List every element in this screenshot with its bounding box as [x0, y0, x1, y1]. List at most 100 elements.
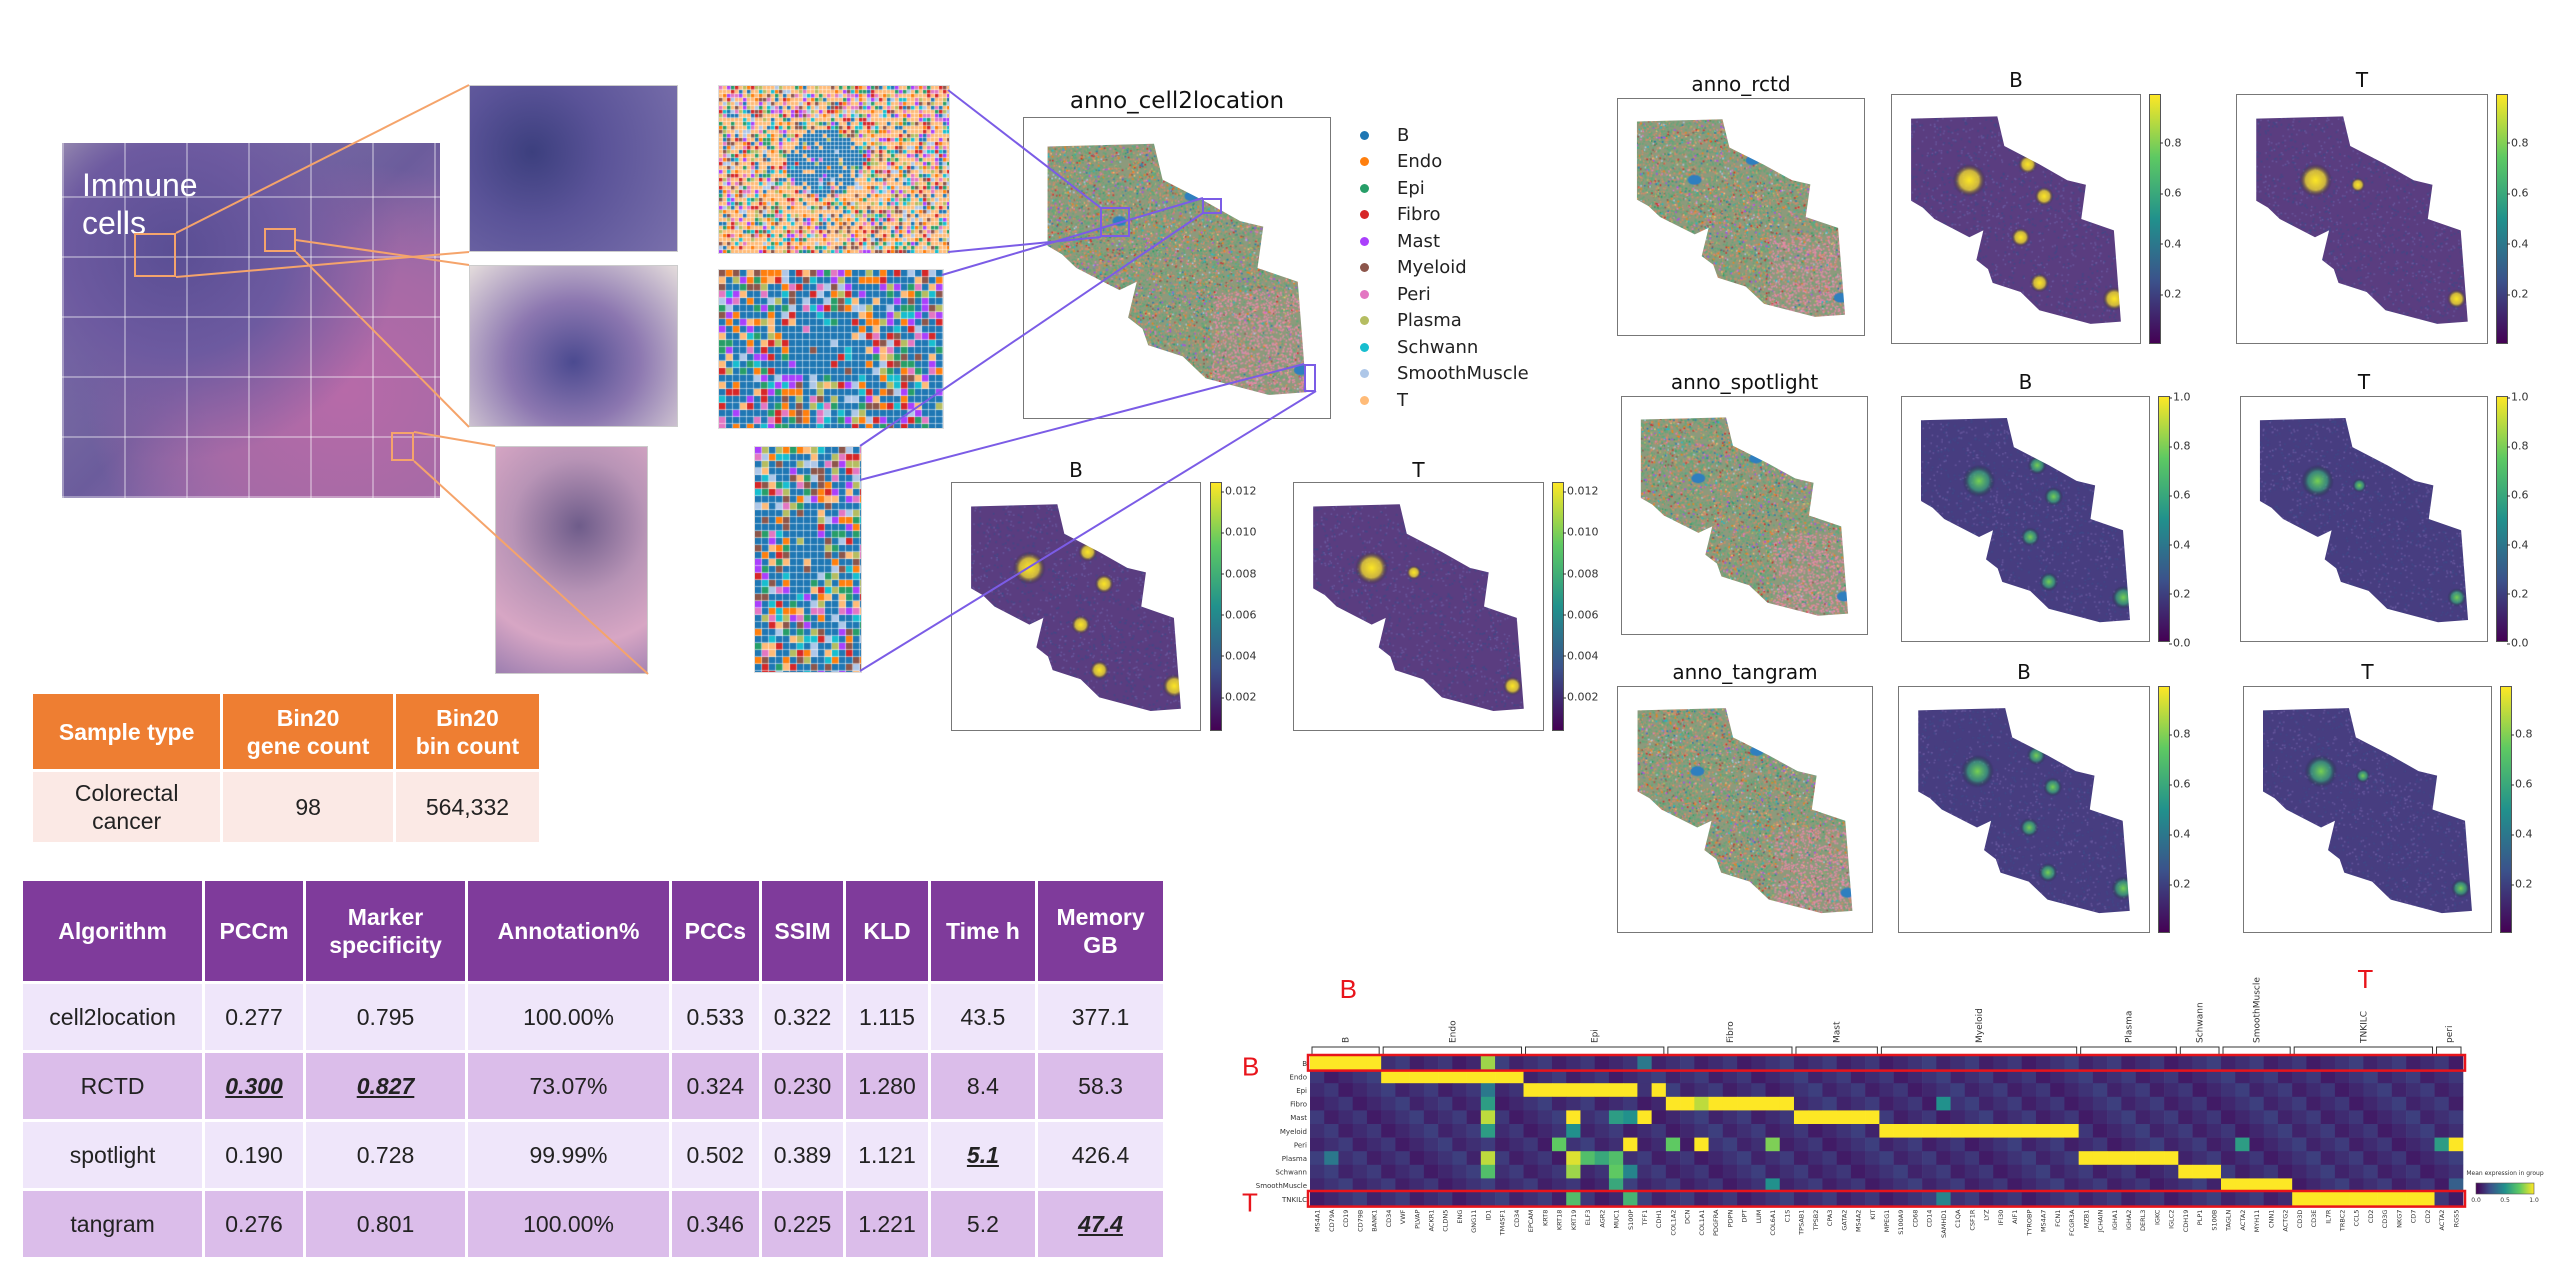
heatmap-cell [2448, 1069, 2464, 1084]
heatmap-cell [2391, 1164, 2407, 1179]
heatmap-cell [1822, 1192, 1837, 1206]
heatmap-cell [1509, 1083, 1524, 1098]
heatmap-cell [1466, 1056, 1482, 1070]
heatmap-cell [1779, 1110, 1795, 1125]
gene-label: S100A9 [1897, 1210, 1905, 1235]
heatmap-cell [1608, 1083, 1624, 1098]
heatmap-cell [2035, 1110, 2051, 1125]
heatmap-cell [2149, 1192, 2165, 1206]
heatmap-cell [1495, 1069, 1510, 1084]
heatmap-cell [1865, 1178, 1880, 1193]
heatmap-cell [2107, 1110, 2122, 1125]
heatmap-cell [1338, 1083, 1354, 1098]
heatmap-cell [1694, 1192, 1709, 1206]
heatmap-cell [2135, 1124, 2151, 1138]
heatmap-cell [1808, 1164, 1823, 1179]
heatmap-cell [2391, 1056, 2407, 1070]
heatmap-cell [2334, 1178, 2350, 1193]
column-header: Memory GB [1038, 881, 1163, 981]
heatmap-cell [1623, 1096, 1638, 1111]
heatmap-cell [2249, 1178, 2265, 1193]
heatmap-cell [1836, 1164, 1852, 1179]
heatmap-cell [1409, 1110, 1425, 1125]
heatmap-cell [2334, 1069, 2350, 1084]
gene-label: JCHAIN [2097, 1209, 2105, 1233]
heatmap-cell [2235, 1096, 2250, 1111]
gene-label: KRT19 [1570, 1210, 1578, 1231]
gene-label: IL7R [2324, 1209, 2332, 1224]
heatmap-cell [1737, 1069, 1752, 1084]
heatmap-cell [2349, 1164, 2364, 1179]
legend-label: Endo [1397, 151, 1443, 172]
heatmap-cell [2420, 1083, 2435, 1098]
heatmap-cell [1366, 1192, 1382, 1206]
colorbar: 0.2 0.4 0.6 0.8 [2500, 686, 2533, 933]
heatmap-cell [2292, 1124, 2307, 1138]
heatmap-cell [1993, 1178, 2008, 1193]
gene-label: ACTA2 [2438, 1210, 2446, 1231]
heatmap-cell [1808, 1137, 1823, 1152]
heatmap-cell [2149, 1096, 2165, 1111]
heatmap-cell [2035, 1192, 2051, 1206]
heatmap-cell [2306, 1137, 2321, 1152]
row-label: Endo [1289, 1073, 1307, 1081]
heatmap-cell [2050, 1137, 2065, 1152]
heatmap-cell [1480, 1110, 1496, 1125]
heatmap-cell [2149, 1137, 2165, 1152]
heatmap-cell [1737, 1096, 1752, 1111]
heatmap-cell [1651, 1192, 1667, 1206]
heatmap-cell [1623, 1137, 1638, 1152]
gene-label: PLP1 [2196, 1210, 2204, 1226]
spot-mosaic-3 [754, 446, 862, 673]
heatmap-cell [1537, 1096, 1553, 1111]
heatmap-cell [1551, 1083, 1567, 1098]
heatmap-cell [1751, 1178, 1766, 1193]
panel-title: T [2357, 370, 2371, 394]
heatmap-cell [1608, 1124, 1624, 1138]
heatmap-cell [1979, 1124, 1994, 1138]
heatmap-cell [1423, 1069, 1439, 1084]
gene-label: KRT18 [1556, 1210, 1564, 1231]
heatmap-cell [1409, 1124, 1425, 1138]
heatmap-cell [1979, 1056, 1994, 1070]
heatmap-cell [1310, 1056, 1325, 1070]
gene-label: DCN [1684, 1209, 1692, 1224]
heatmap-cell [2035, 1069, 2051, 1084]
heatmap-cell [1879, 1178, 1894, 1193]
legend-swatch [1360, 342, 1369, 352]
heatmap-cell [2007, 1192, 2023, 1206]
heatmap-cell [1737, 1056, 1752, 1070]
heatmap-cell [2021, 1083, 2037, 1098]
heatmap-cell [2164, 1164, 2179, 1179]
table-cell: 0.324 [671, 1053, 759, 1119]
gene-label: C1QA [1954, 1209, 1962, 1228]
heatmap-cell [1409, 1192, 1425, 1206]
colorbar-tick: 0.6 [2169, 488, 2191, 502]
highlight-label: B [1242, 1052, 1259, 1082]
heatmap-cell [2107, 1192, 2122, 1206]
heatmap-cell [1366, 1083, 1382, 1098]
panel-title: B [2018, 370, 2033, 394]
group-bracket [2293, 1046, 2434, 1054]
heatmap-cell [1537, 1151, 1553, 1166]
legend-item: SmoothMuscle [1360, 361, 1529, 387]
table-cell: 8.4 [930, 1053, 1036, 1119]
heatmap-cell [2377, 1083, 2393, 1098]
heatmap-cell [2064, 1069, 2079, 1084]
heatmap-cell [1822, 1069, 1837, 1084]
heatmap-cell [1694, 1124, 1709, 1138]
heatmap-cell [1537, 1164, 1553, 1179]
heatmap-cell [2249, 1056, 2265, 1070]
heatmap-cell [1993, 1124, 2008, 1138]
heatmap-cell [1537, 1124, 1553, 1138]
heatmap-cell [1680, 1151, 1695, 1166]
heatmap-cell [1594, 1124, 1610, 1138]
heatmap-cell [1907, 1056, 1923, 1070]
heatmap-cell [1623, 1164, 1638, 1179]
heatmap-cell [2434, 1192, 2450, 1206]
gene-label: CD68 [1911, 1210, 1919, 1228]
heatmap-cell [1523, 1083, 1539, 1098]
heatmap-cell [1594, 1178, 1610, 1193]
heatmap-cell [1964, 1110, 1980, 1125]
heatmap-cell [1751, 1137, 1766, 1152]
